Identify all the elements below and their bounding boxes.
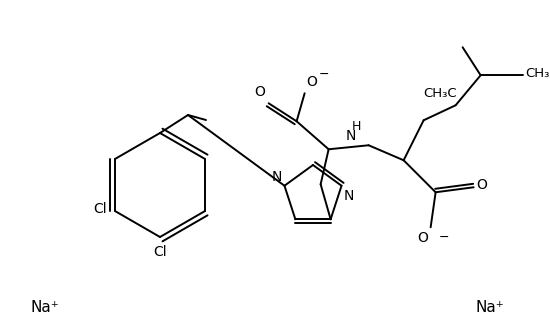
- Text: N: N: [272, 170, 283, 184]
- Text: Na⁺: Na⁺: [476, 299, 504, 314]
- Text: Na⁺: Na⁺: [31, 299, 59, 314]
- Text: Cl: Cl: [153, 245, 167, 259]
- Text: CH₃C: CH₃C: [423, 87, 456, 100]
- Text: H: H: [352, 120, 361, 133]
- Text: N: N: [345, 129, 356, 143]
- Text: O: O: [417, 231, 428, 245]
- Text: N: N: [344, 189, 354, 203]
- Text: −: −: [439, 231, 449, 244]
- Text: CH₃: CH₃: [526, 67, 550, 80]
- Text: −: −: [318, 68, 329, 81]
- Text: O: O: [254, 85, 265, 99]
- Text: O: O: [307, 75, 317, 89]
- Text: O: O: [477, 178, 487, 192]
- Text: Cl: Cl: [94, 202, 107, 216]
